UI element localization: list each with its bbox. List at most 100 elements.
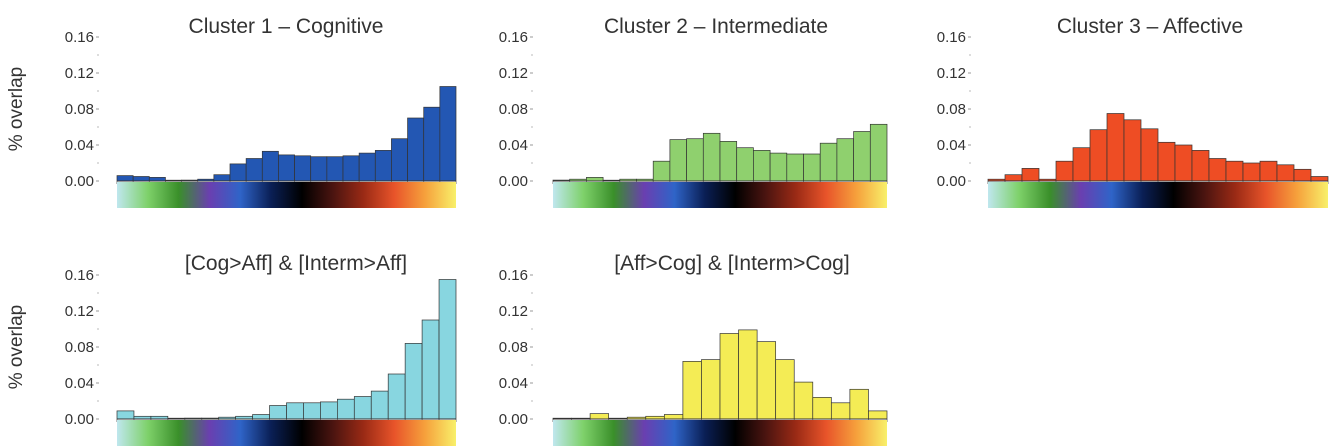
bar	[310, 156, 328, 182]
bar	[869, 123, 888, 182]
y-tick-label: 0.16	[65, 267, 94, 284]
chart-panel-1: Cluster 1 – Cognitive 0.00 0.04 0.08 0.12 0.1…	[6, 15, 457, 208]
bar	[261, 150, 279, 182]
bar	[819, 142, 838, 182]
bar	[423, 106, 441, 182]
bar	[374, 150, 392, 182]
bar	[652, 160, 671, 182]
bar	[326, 156, 344, 182]
bar	[853, 131, 871, 182]
bar	[803, 153, 821, 182]
y-tick-label: 0.08	[65, 339, 94, 356]
chart-panel-4: [Cog>Aff] & [Interm>Aff] 0.00 0.04 0.08 0.12…	[6, 252, 457, 446]
y-tick-label: 0.08	[937, 101, 966, 118]
bar	[589, 413, 610, 420]
panel-title: Cluster 2 – Intermediate	[604, 15, 828, 38]
bar	[370, 390, 389, 420]
y-tick-label: 0.00	[65, 173, 94, 190]
bar	[836, 138, 854, 182]
bar	[229, 163, 247, 182]
bar	[213, 174, 231, 182]
bar	[1021, 168, 1040, 182]
bar	[407, 117, 425, 182]
bar	[1140, 128, 1159, 182]
bar	[1089, 129, 1108, 182]
bar	[775, 359, 795, 420]
bar	[278, 154, 295, 182]
bar	[358, 152, 376, 182]
y-tick-label: 0.00	[499, 173, 528, 190]
bar	[756, 341, 777, 420]
bar	[812, 397, 832, 420]
y-tick-label: 0.00	[499, 411, 528, 428]
bar	[702, 132, 721, 182]
bar	[286, 402, 304, 420]
bar	[116, 410, 135, 420]
y-tick-label: 0.12	[937, 65, 966, 82]
y-tick-label: 0.04	[65, 137, 94, 154]
bar	[353, 396, 372, 420]
bar	[753, 150, 771, 182]
bar	[132, 176, 150, 182]
bar	[320, 401, 338, 420]
bar	[1259, 160, 1278, 182]
bar	[421, 319, 440, 420]
colorbar	[553, 420, 887, 446]
bar	[1293, 168, 1312, 182]
bar	[294, 155, 312, 182]
bar	[245, 158, 263, 182]
y-tick-label: 0.00	[937, 173, 966, 190]
y-tick-label: 0.04	[65, 375, 94, 392]
bar	[719, 141, 738, 182]
colorbar	[117, 420, 456, 446]
chart-panel-5: [Aff>Cog] & [Interm>Cog] 0.00 0.04 0.08 0.12…	[499, 252, 888, 446]
y-axis-label: % overlap	[6, 305, 27, 390]
bar	[1106, 113, 1125, 182]
bar	[1174, 144, 1193, 182]
bar	[769, 152, 788, 182]
bar	[252, 414, 270, 420]
bar	[1072, 147, 1091, 182]
bar	[1157, 141, 1176, 182]
bar	[148, 177, 166, 182]
bar	[669, 139, 687, 182]
panel-title: [Aff>Cog] & [Interm>Cog]	[614, 252, 849, 275]
bar	[269, 405, 287, 420]
bar	[387, 373, 406, 420]
y-tick-label: 0.16	[499, 29, 528, 46]
bar	[786, 153, 804, 182]
colorbar	[988, 182, 1328, 208]
bar	[1310, 176, 1329, 182]
bar	[1276, 164, 1295, 182]
colorbar	[553, 182, 887, 208]
bar	[116, 175, 134, 182]
bar	[701, 359, 721, 420]
bar	[793, 381, 814, 420]
y-tick-label: 0.12	[499, 65, 528, 82]
y-tick-label: 0.08	[499, 101, 528, 118]
bar	[1004, 174, 1023, 182]
bar	[1191, 150, 1210, 182]
bar	[337, 398, 355, 420]
bar	[738, 329, 758, 420]
bar	[391, 138, 408, 182]
bar	[439, 86, 457, 182]
y-tick-label: 0.04	[499, 375, 528, 392]
panel-title: Cluster 1 – Cognitive	[189, 15, 384, 38]
chart-panel-2: Cluster 2 – Intermediate 0.00 0.04 0.08 0.12…	[499, 15, 888, 208]
bar	[404, 343, 423, 420]
panel-title: Cluster 3 – Affective	[1057, 15, 1243, 38]
bar	[1242, 162, 1261, 182]
y-tick-label: 0.08	[499, 339, 528, 356]
panel-title: [Cog>Aff] & [Interm>Aff]	[185, 252, 407, 275]
y-tick-label: 0.04	[499, 137, 528, 154]
bar	[686, 138, 704, 182]
bar	[438, 279, 457, 420]
bar	[736, 147, 754, 182]
y-tick-label: 0.00	[65, 411, 94, 428]
bar	[868, 410, 888, 420]
bar	[303, 402, 321, 420]
bar	[586, 177, 604, 182]
colorbar	[117, 182, 456, 208]
